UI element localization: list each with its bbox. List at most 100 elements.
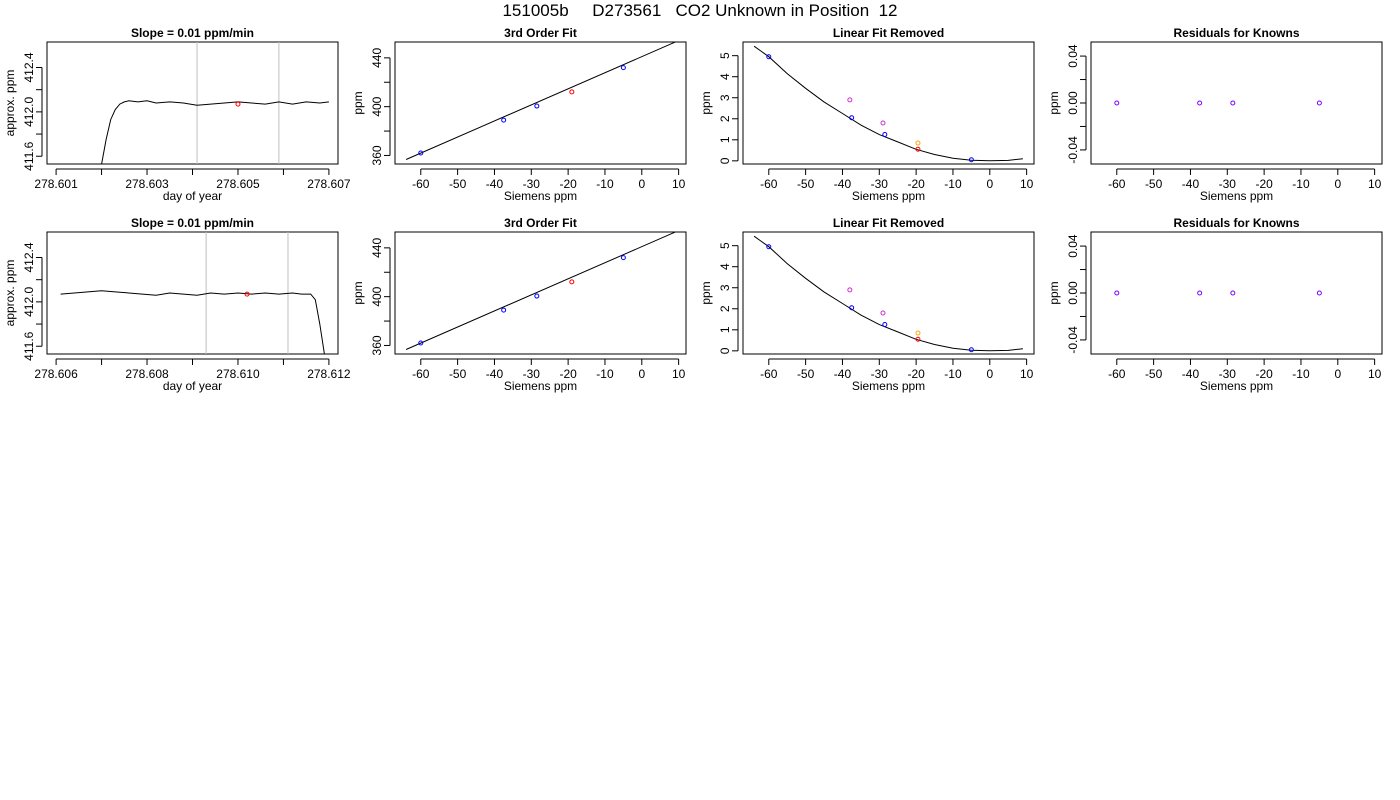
- x-tick-label: -50: [1145, 177, 1163, 191]
- data-point: [968, 157, 974, 163]
- y-tick-label: 412.0: [22, 97, 36, 127]
- data-point: [418, 150, 424, 156]
- y-tick-label: 0: [718, 347, 732, 354]
- chart-title: Slope = 0.01 ppm/min: [131, 216, 254, 230]
- x-tick-label: -40: [834, 367, 852, 381]
- plot-frame: [1090, 231, 1383, 355]
- y-tick-label: 0.04: [1066, 44, 1080, 68]
- data-point: [766, 54, 772, 60]
- y-tick-label: 440: [370, 48, 384, 68]
- data-point: [534, 103, 540, 109]
- x-tick-label: -60: [760, 367, 778, 381]
- x-tick-label: -60: [1108, 367, 1126, 381]
- plot-frame: [1090, 41, 1383, 165]
- data-point: [1197, 290, 1203, 296]
- plot-frame: [394, 41, 687, 165]
- data-line: [405, 42, 676, 160]
- y-tick-label: 400: [370, 286, 384, 306]
- x-tick-label: -30: [523, 177, 541, 191]
- x-tick-label: 10: [1020, 177, 1034, 191]
- y-tick-label: 412.4: [22, 242, 36, 272]
- data-point: [1316, 100, 1322, 106]
- y-tick-label: -0.04: [1066, 326, 1080, 354]
- x-tick-label: -50: [797, 367, 815, 381]
- data-point: [882, 132, 888, 138]
- x-tick-label: 0: [638, 177, 645, 191]
- x-tick-label: 278.607: [307, 177, 351, 191]
- data-point: [849, 305, 855, 311]
- x-tick-label: -50: [449, 177, 467, 191]
- x-tick-label: -10: [596, 177, 614, 191]
- x-tick-label: -60: [1108, 177, 1126, 191]
- x-tick-label: -20: [559, 367, 577, 381]
- y-tick-label: 1: [718, 326, 732, 333]
- x-tick-label: -50: [797, 177, 815, 191]
- x-tick-label: 10: [1368, 367, 1382, 381]
- x-tick-label: 10: [672, 177, 686, 191]
- x-tick-label: -50: [449, 367, 467, 381]
- y-tick-label: 0: [718, 157, 732, 164]
- plot-area: [753, 45, 1023, 163]
- data-point: [1114, 290, 1120, 296]
- x-tick-label: 278.608: [125, 367, 169, 381]
- y-axis-label: ppm: [699, 281, 713, 304]
- x-axis-label: day of year: [163, 379, 222, 393]
- data-point: [847, 97, 853, 103]
- x-tick-label: -20: [907, 177, 925, 191]
- plot-frame: [742, 41, 1035, 165]
- chart-title: Residuals for Knowns: [1173, 216, 1299, 230]
- y-tick-label: 5: [718, 242, 732, 249]
- chart-r1-linear-removed: Linear Fit Removed Siemens ppm ppm -60 -50 -4…: [699, 26, 1035, 203]
- plot-area: [405, 232, 676, 350]
- plot-area: [1114, 100, 1322, 106]
- data-point: [1230, 100, 1236, 106]
- data-line: [101, 100, 329, 164]
- x-tick-label: -30: [523, 367, 541, 381]
- y-tick-label: -0.04: [1066, 136, 1080, 164]
- plot-frame: [46, 231, 339, 355]
- y-tick-label: 5: [718, 52, 732, 59]
- x-tick-label: -30: [1219, 177, 1237, 191]
- x-tick-label: -40: [1182, 367, 1200, 381]
- x-tick-label: -60: [412, 177, 430, 191]
- y-tick-label: 4: [718, 73, 732, 80]
- fit-curve: [753, 45, 1023, 162]
- data-point: [915, 330, 921, 336]
- x-axis-label: Siemens ppm: [1200, 189, 1273, 203]
- chart-r1-fit: 3rd Order Fit Siemens ppm ppm -60 -50 -40 -30 -…: [351, 26, 687, 203]
- data-line: [405, 232, 676, 350]
- y-tick-label: 1: [718, 136, 732, 143]
- y-tick-label: 400: [370, 96, 384, 116]
- y-tick-label: 0.00: [1066, 281, 1080, 305]
- x-axis-label: Siemens ppm: [1200, 379, 1273, 393]
- plot-area: [60, 232, 325, 354]
- data-point: [915, 140, 921, 146]
- data-point: [569, 279, 575, 285]
- chart-title: Residuals for Knowns: [1173, 26, 1299, 40]
- x-tick-label: -20: [1255, 177, 1273, 191]
- chart-title: Linear Fit Removed: [833, 26, 944, 40]
- x-tick-label: -20: [1255, 367, 1273, 381]
- data-point: [849, 115, 855, 121]
- y-axis-label: ppm: [1047, 91, 1061, 114]
- x-tick-label: -20: [559, 177, 577, 191]
- chart-r2-residuals: Residuals for Knowns Siemens ppm ppm -60 -50…: [1047, 216, 1383, 393]
- data-point: [620, 65, 626, 71]
- plot-area: [753, 235, 1023, 353]
- y-tick-label: 360: [370, 145, 384, 165]
- x-tick-label: 10: [1020, 367, 1034, 381]
- x-tick-label: -40: [486, 367, 504, 381]
- y-axis-label: approx. ppm: [3, 70, 17, 137]
- y-tick-label: 411.6: [22, 141, 36, 170]
- x-tick-label: -50: [1145, 367, 1163, 381]
- x-tick-label: 278.610: [216, 367, 260, 381]
- plot-area: [1114, 290, 1322, 296]
- x-tick-label: -10: [944, 367, 962, 381]
- x-tick-label: -20: [907, 367, 925, 381]
- x-tick-label: -30: [1219, 367, 1237, 381]
- data-point: [880, 120, 886, 126]
- x-tick-label: 278.601: [34, 177, 78, 191]
- chart-title: 3rd Order Fit: [504, 216, 577, 230]
- x-axis-label: day of year: [163, 189, 222, 203]
- x-tick-label: 0: [986, 367, 993, 381]
